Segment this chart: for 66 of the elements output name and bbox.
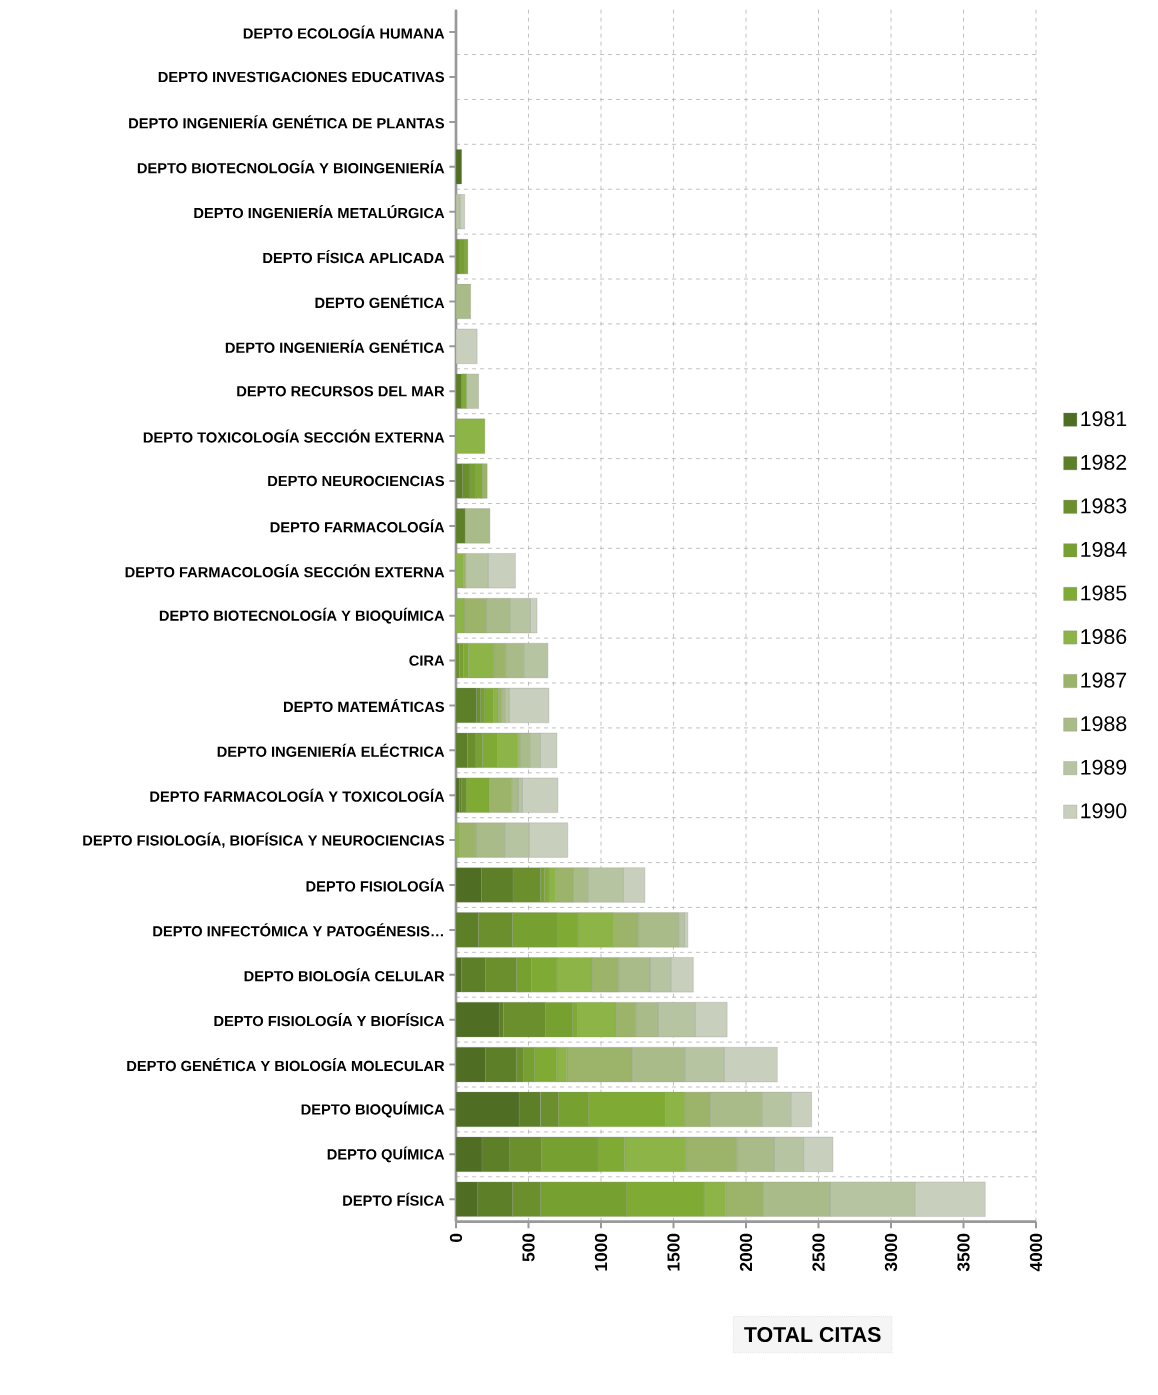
y-tick-label: DEPTO FÍSICA APLICADA: [263, 250, 445, 264]
legend-label: 1986: [1081, 629, 1127, 645]
bar: [485, 1047, 517, 1083]
x-tick-label: 0: [449, 1233, 463, 1243]
bar: [464, 508, 491, 544]
y-tick-label: DEPTO INFECTÓMICA Y PATOGÉNESIS…: [153, 923, 443, 937]
y-tick-label: DEPTO BIOTECNOLOGÍA Y BIOINGENIERÍA: [137, 160, 445, 174]
y-tick-label: DEPTO GENÉTICA: [315, 294, 445, 309]
bar: [456, 194, 461, 230]
y-tick-label: DEPTO BIOQUÍMICA: [301, 1101, 445, 1118]
bar: [456, 283, 471, 319]
y-tick-label: DEPTO BIOLOGÍA CELULAR: [244, 968, 445, 982]
legend-label: 1990: [1081, 803, 1127, 819]
bar: [456, 328, 478, 364]
x-tick-label: 2500: [812, 1233, 825, 1272]
y-tick-label: DEPTO FARMACOLOGÍA Y TOXICOLOGÍA: [150, 788, 445, 802]
bar: [477, 1181, 513, 1217]
y-tick-label: DEPTO BIOTECNOLOGÍA Y BIOQUÍMICA: [159, 607, 445, 624]
y-tick-label: DEPTO INGENIERÍA METALÚRGICA: [194, 205, 445, 219]
y-tick-label: DEPTO FISIOLOGÍA: [306, 878, 445, 892]
bar: [456, 912, 479, 948]
y-tick-label: DEPTO INGENIERÍA GENÉTICA DE PLANTAS: [129, 115, 445, 129]
legend-label: 1987: [1081, 672, 1127, 688]
y-tick-label: DEPTO TOXICOLOGÍA SECCIÓN EXTERNA: [143, 429, 445, 443]
bar: [456, 418, 485, 454]
y-tick-label: DEPTO RECURSOS DEL MAR: [237, 386, 445, 397]
y-tick-label: DEPTO FISIOLOGÍA Y BIOFÍSICA: [214, 1013, 445, 1027]
y-tick-label: DEPTO FISIOLOGÍA, BIOFÍSICA Y NEUROCIENCIAS: [83, 832, 445, 848]
bar: [463, 239, 469, 275]
bar: [461, 957, 486, 993]
x-tick-label: 500: [522, 1233, 535, 1262]
y-tick-label: DEPTO QUÍMICA: [327, 1146, 445, 1163]
y-tick-label: DEPTO ECOLOGÍA HUMANA: [243, 25, 445, 39]
bar: [481, 867, 514, 903]
bar: [456, 239, 461, 275]
bar: [522, 777, 559, 813]
legend-label: 1983: [1081, 498, 1127, 514]
y-tick-label: DEPTO MATEMÁTICAS: [284, 698, 445, 713]
x-tick-label: 2000: [739, 1233, 753, 1272]
y-tick-label: DEPTO FÍSICA: [343, 1192, 445, 1206]
legend-label: 1989: [1081, 759, 1127, 775]
x-tick-label: 4000: [1029, 1233, 1043, 1272]
y-tick-label: CIRA: [409, 655, 445, 666]
y-tick-label: DEPTO INGENIERÍA GENÉTICA: [225, 339, 445, 353]
legend-label: 1985: [1081, 585, 1127, 601]
x-tick-label: 3000: [884, 1233, 898, 1272]
x-tick-label: 3500: [957, 1233, 970, 1272]
y-tick-label: DEPTO FARMACOLOGÍA SECCIÓN EXTERNA: [125, 564, 445, 578]
bar: [466, 373, 479, 409]
bar: [456, 553, 464, 589]
y-tick-label: DEPTO GENÉTICA Y BIOLOGÍA MOLECULAR: [127, 1058, 445, 1072]
x-axis-title: TOTAL CITAS: [744, 1327, 881, 1343]
y-tick-label: DEPTO INGENIERÍA ELÉCTRICA: [217, 743, 445, 757]
legend-label: 1981: [1081, 411, 1127, 427]
legend-label: 1984: [1081, 541, 1127, 557]
legend-label: 1988: [1081, 716, 1127, 732]
y-tick-label: DEPTO INVESTIGACIONES EDUCATIVAS: [158, 71, 445, 83]
bar: [456, 643, 460, 679]
y-tick-label: DEPTO FARMACOLOGÍA: [270, 519, 445, 533]
bar: [459, 239, 465, 275]
bar: [456, 149, 462, 185]
x-tick-label: 1500: [667, 1233, 680, 1271]
bar: [508, 687, 550, 723]
legend-label: 1982: [1081, 454, 1127, 470]
x-tick-label: 1000: [594, 1233, 608, 1271]
y-tick-label: DEPTO NEUROCIENCIAS: [268, 475, 445, 487]
